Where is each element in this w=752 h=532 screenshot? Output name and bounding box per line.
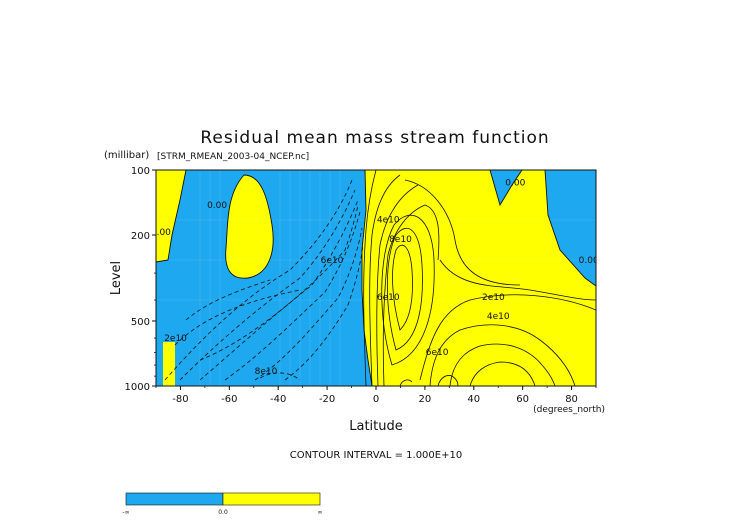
x-tick-label: 40 <box>467 394 480 405</box>
positive-contours <box>363 170 596 386</box>
colorbar-negative <box>125 492 224 506</box>
contour-label: 0.00 <box>151 228 171 238</box>
negative-contours <box>164 179 364 381</box>
positive-region-bubble <box>225 175 274 279</box>
plot-area: 0.00 0.00 0.00 0.00 4e10 8e10 6e10 2e10 4e10 6e10… <box>151 170 599 386</box>
x-tick-label: -20 <box>319 394 335 405</box>
contour-label: 4e10 <box>487 312 510 322</box>
zero-contours <box>156 170 596 386</box>
colorbar-label-max: ∞ <box>318 509 323 516</box>
file-subtitle: [STRM_RMEAN_2003-04_NCEP.nc] <box>157 152 309 162</box>
x-axis: -80 -60 -40 -20 0 20 40 60 80 <box>155 386 597 405</box>
contour-label: 0.00 <box>505 179 525 189</box>
y-tick-label: 500 <box>131 317 150 328</box>
x-units-label: (degrees_north) <box>533 405 605 415</box>
contour-label: 6e10 <box>321 256 344 266</box>
contour-labels: 0.00 0.00 0.00 0.00 4e10 8e10 6e10 2e10 4e10 6e10… <box>151 179 599 377</box>
x-tick-label: -40 <box>270 394 286 405</box>
contour-label: 8e10 <box>389 235 412 245</box>
positive-region-small-patch <box>163 342 175 386</box>
contour-label: 0.00 <box>207 201 227 211</box>
colorbar-label-min: -∞ <box>122 509 129 516</box>
y-units-label: (millibar) <box>104 150 149 161</box>
x-tick-label: 0 <box>373 394 379 405</box>
y-axis: 100 200 500 1000 <box>125 166 156 393</box>
y-tick-label: 200 <box>131 231 150 242</box>
contour-label: 2e10 <box>164 334 187 344</box>
colorbar-positive <box>222 492 321 506</box>
contour-label: 0.00 <box>579 256 599 266</box>
x-tick-label: 60 <box>516 394 529 405</box>
positive-region-main <box>362 170 596 386</box>
x-tick-label: 80 <box>565 394 578 405</box>
grid-texture <box>156 170 596 386</box>
contour-label: 8e10 <box>255 367 278 377</box>
contour-interval-text: CONTOUR INTERVAL = 1.000E+10 <box>290 450 462 461</box>
x-tick-label: 20 <box>419 394 432 405</box>
x-tick-label: -80 <box>172 394 188 405</box>
colorbar: -∞ 0.0 ∞ <box>122 492 323 516</box>
contour-label: 6e10 <box>426 348 449 358</box>
contour-label: 6e10 <box>377 293 400 303</box>
contour-label: 2e10 <box>482 293 505 303</box>
colorbar-label-zero: 0.0 <box>218 509 228 516</box>
x-axis-label: Latitude <box>349 419 403 434</box>
y-tick-label: 100 <box>131 166 150 177</box>
contour-label: 4e10 <box>377 215 400 225</box>
positive-region-upper-left <box>156 170 186 262</box>
x-tick-label: -60 <box>221 394 237 405</box>
chart-title: Residual mean mass stream function <box>200 128 549 148</box>
y-tick-label: 1000 <box>125 382 150 393</box>
y-axis-label: Level <box>109 261 124 295</box>
